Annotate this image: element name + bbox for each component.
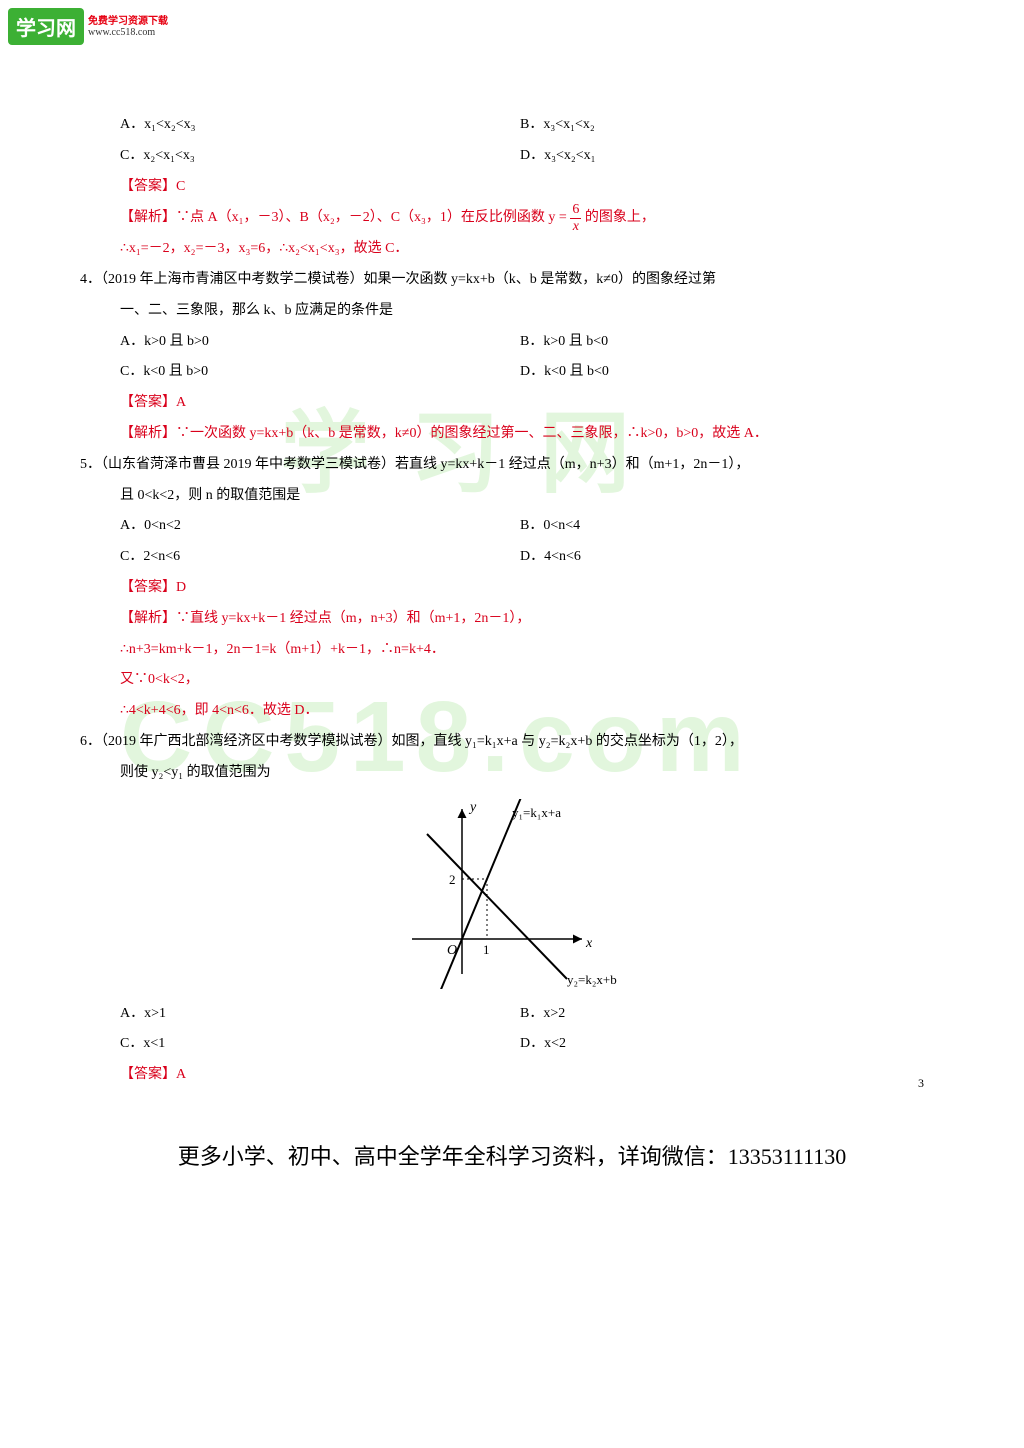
q5-option-c: C．2<n<6 (120, 542, 520, 573)
q3-options-row2: C．x₂<x₁<x₃ D．x₃<x₂<x₁ (120, 141, 944, 172)
frac-num: 6 (570, 202, 581, 218)
footer-text: 更多小学、初中、高中全学年全科学习资料，详询微信：13353111130 (0, 1139, 1024, 1171)
q6-graph: y x O 1 2 y₁=k₁x+a y₂=k₂x+b (392, 799, 632, 989)
q4-option-a: A．k>0 且 b>0 (120, 327, 520, 358)
q5-analysis-1: 【解析】∵直线 y=kx+k－1 经过点（m，n+3）和（m+1，2n－1）， (120, 604, 944, 635)
q5-analysis-4: ∴4<k+4<6，即 4<n<6．故选 D． (120, 696, 944, 727)
site-logo: 学习网 免费学习资源下载 www.cc518.com (8, 8, 168, 45)
q3-analysis-line2: ∴x₁=－2，x₂=－3，x₃=6，∴x₂<x₁<x₃，故选 C． (120, 234, 944, 265)
q5-option-d: D．4<n<6 (520, 542, 944, 573)
q3-analysis-line1: 【解析】∵点 A（x₁，－3）、B（x₂，－2）、C（x₃，1）在反比例函数 y… (120, 202, 944, 234)
q3-option-a: A．x₁<x₂<x₃ (120, 110, 520, 141)
page-content: A．x₁<x₂<x₃ B．x₃<x₁<x₂ C．x₂<x₁<x₃ D．x₃<x₂… (0, 0, 1024, 1131)
q6-options-row1: A．x>1 B．x>2 (120, 999, 944, 1030)
logo-url: www.cc518.com (88, 27, 168, 38)
q4-stem: 4．（2019 年上海市青浦区中考数学二模试卷）如果一次函数 y=kx+b（k、… (80, 265, 944, 296)
graph-y-label: y (468, 800, 477, 815)
q6-options-row2: C．x<1 D．x<2 (120, 1029, 944, 1060)
graph-tick-y: 2 (449, 872, 456, 887)
q6-option-c: C．x<1 (120, 1029, 520, 1060)
q4-answer: 【答案】A (120, 388, 944, 419)
q6-stem2: 则使 y₂<y₁ 的取值范围为 (120, 758, 944, 789)
q5-stem2: 且 0<k<2，则 n 的取值范围是 (120, 481, 944, 512)
logo-subtitle: 免费学习资源下载 www.cc518.com (88, 16, 168, 38)
graph-origin: O (447, 943, 457, 958)
q3-option-d: D．x₃<x₂<x₁ (520, 141, 944, 172)
graph-tick-x: 1 (483, 942, 490, 957)
q4-options-row1: A．k>0 且 b>0 B．k>0 且 b<0 (120, 327, 944, 358)
q5-options-row2: C．2<n<6 D．4<n<6 (120, 542, 944, 573)
q3-option-c: C．x₂<x₁<x₃ (120, 141, 520, 172)
q6-answer: 【答案】A (120, 1060, 944, 1091)
q4-stem2: 一、二、三象限，那么 k、b 应满足的条件是 (120, 296, 944, 327)
frac-den: x (570, 219, 581, 234)
q3-answer: 【答案】C (120, 172, 944, 203)
q4-option-b: B．k>0 且 b<0 (520, 327, 944, 358)
q6-option-a: A．x>1 (120, 999, 520, 1030)
graph-x-label: x (585, 936, 593, 951)
q4-analysis: 【解析】∵一次函数 y=kx+b（k、b 是常数，k≠0）的图象经过第一、二、三… (120, 419, 944, 450)
q6-option-b: B．x>2 (520, 999, 944, 1030)
q3-analysis-post: 的图象上， (581, 211, 655, 226)
q5-options-row1: A．0<n<2 B．0<n<4 (120, 511, 944, 542)
q5-analysis-3: 又∵0<k<2， (120, 665, 944, 696)
q4-option-c: C．k<0 且 b>0 (120, 357, 520, 388)
q5-option-a: A．0<n<2 (120, 511, 520, 542)
logo-main: 学习网 (8, 8, 84, 45)
q6-stem: 6．（2019 年广西北部湾经济区中考数学模拟试卷）如图，直线 y₁=k₁x+a… (80, 727, 944, 758)
q6-option-d: D．x<2 (520, 1029, 944, 1060)
q5-analysis-2: ∴n+3=km+k－1，2n－1=k（m+1）+k－1，∴n=k+4． (120, 635, 944, 666)
q5-answer: 【答案】D (120, 573, 944, 604)
q3-option-b: B．x₃<x₁<x₂ (520, 110, 944, 141)
q4-options-row2: C．k<0 且 b>0 D．k<0 且 b<0 (120, 357, 944, 388)
graph-y2-label: y₂=k₂x+b (567, 972, 617, 987)
page-number: 3 (918, 1076, 924, 1091)
q3-options-row1: A．x₁<x₂<x₃ B．x₃<x₁<x₂ (120, 110, 944, 141)
fraction: 6x (570, 202, 581, 234)
q5-option-b: B．0<n<4 (520, 511, 944, 542)
graph-y1-label: y₁=k₁x+a (512, 805, 561, 820)
q4-option-d: D．k<0 且 b<0 (520, 357, 944, 388)
q3-analysis-pre: 【解析】∵点 A（x₁，－3）、B（x₂，－2）、C（x₃，1）在反比例函数 y… (120, 211, 570, 226)
q5-stem: 5．（山东省菏泽市曹县 2019 年中考数学三模试卷）若直线 y=kx+k－1 … (80, 450, 944, 481)
logo-tagline: 免费学习资源下载 (88, 16, 168, 27)
